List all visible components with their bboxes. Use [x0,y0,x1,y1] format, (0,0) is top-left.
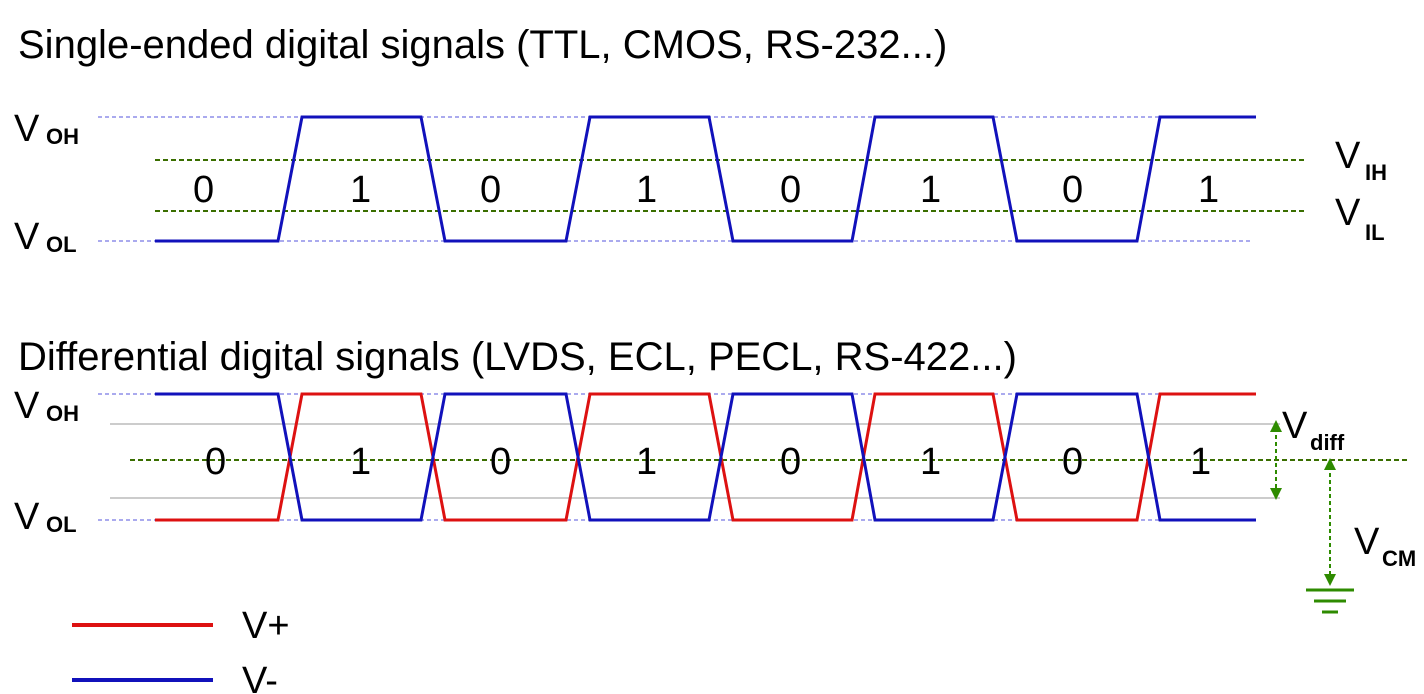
se-bit-labels: 0 1 0 1 0 1 0 1 [193,169,1219,211]
se-vih-label: V IH [1335,135,1387,185]
vdiff-label: V diff [1282,405,1345,455]
svg-text:V: V [14,496,40,538]
diff-bit: 1 [920,441,941,483]
legend-vminus-label: V- [242,660,278,694]
se-bit: 1 [350,169,371,211]
svg-text:IH: IH [1365,160,1387,185]
se-voh-label: V OH [14,108,79,150]
se-waveform [155,115,1256,243]
se-bit: 1 [636,169,657,211]
differential-title: Differential digital signals (LVDS, ECL,… [18,335,1017,379]
diff-bit: 0 [780,441,801,483]
diff-bit: 0 [1062,441,1083,483]
single-ended-title: Single-ended digital signals (TTL, CMOS,… [18,23,947,67]
svg-text:CM: CM [1382,546,1416,571]
se-bit: 1 [1198,169,1219,211]
diff-vminus-waveform [155,392,1256,522]
svg-text:V: V [14,108,40,150]
svg-text:V: V [1282,405,1308,447]
se-bit: 0 [480,169,501,211]
svg-text:OL: OL [46,232,77,257]
svg-text:V: V [14,216,40,258]
svg-text:OL: OL [46,512,77,537]
diff-bit: 1 [636,441,657,483]
legend-item-vminus: V- [72,660,278,694]
legend: V+ V- [72,605,290,694]
svg-text:IL: IL [1365,220,1385,245]
diff-bit: 1 [350,441,371,483]
legend-vplus-label: V+ [242,605,290,647]
svg-text:OH: OH [46,401,79,426]
se-bit: 0 [193,169,214,211]
diff-vol-label: V OL [14,496,77,538]
svg-text:V: V [1335,192,1361,234]
svg-text:V: V [1354,521,1380,563]
diff-bit: 0 [205,441,226,483]
se-bit: 0 [1062,169,1083,211]
ground-icon [1306,588,1354,614]
se-vol-label: V OL [14,216,77,258]
se-vil-label: V IL [1335,192,1385,245]
vdiff-arrow [1270,420,1282,500]
svg-text:V: V [14,385,40,427]
legend-item-vplus: V+ [72,605,290,647]
svg-text:V: V [1335,135,1361,177]
se-bit: 1 [920,169,941,211]
vcm-arrow [1324,458,1336,586]
svg-text:OH: OH [46,124,79,149]
diff-bit: 1 [1190,441,1211,483]
diff-bit-labels: 0 1 0 1 0 1 0 1 [205,441,1211,483]
se-bit: 0 [780,169,801,211]
diff-vplus-waveform [155,392,1256,522]
svg-text:diff: diff [1310,430,1345,455]
diff-voh-label: V OH [14,385,79,427]
vcm-label: V CM [1354,521,1416,571]
diff-bit: 0 [490,441,511,483]
